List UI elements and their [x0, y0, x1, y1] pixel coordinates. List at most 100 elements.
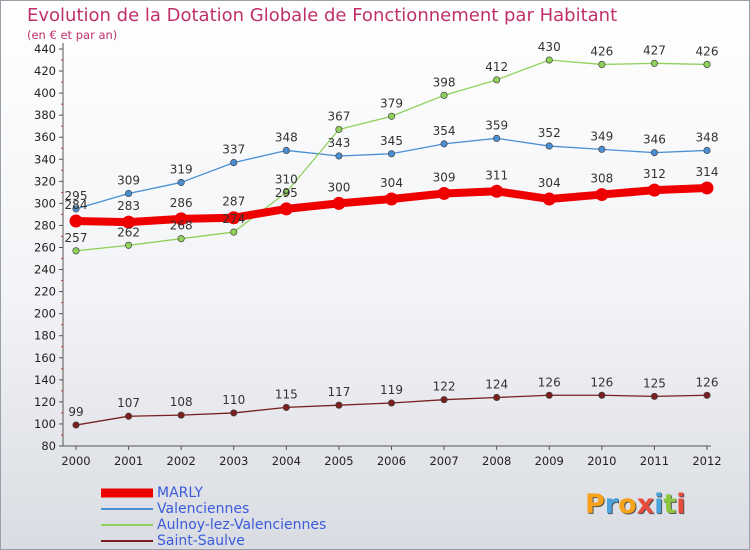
data-point — [493, 76, 501, 84]
data-point — [647, 183, 661, 197]
data-point — [230, 228, 238, 236]
data-label: 359 — [485, 118, 508, 132]
data-point — [387, 150, 396, 158]
y-tick-label: 380 — [34, 108, 56, 122]
data-label: 110 — [222, 393, 245, 407]
logo-letter: i — [676, 489, 686, 520]
data-label: 311 — [485, 168, 508, 182]
data-point — [650, 392, 658, 400]
data-point — [282, 403, 290, 411]
y-tick-label: 320 — [34, 174, 56, 188]
data-point — [177, 178, 185, 186]
y-tick-label: 100 — [34, 417, 56, 431]
data-label: 348 — [696, 130, 719, 144]
legend-label: Valenciennes — [157, 501, 250, 517]
data-label: 117 — [327, 385, 350, 399]
y-tick-label: 280 — [34, 218, 56, 232]
data-label: 283 — [117, 199, 140, 213]
data-label: 286 — [170, 196, 193, 210]
data-point — [545, 142, 553, 150]
y-tick-label: 440 — [34, 42, 56, 56]
logo-letter: x — [636, 489, 655, 520]
data-label: 126 — [696, 375, 719, 389]
data-label: 398 — [433, 75, 456, 89]
data-point — [122, 215, 136, 229]
data-label: 412 — [485, 60, 508, 74]
data-point — [72, 247, 80, 255]
data-point — [387, 112, 396, 120]
data-point — [440, 140, 448, 148]
y-tick-label: 180 — [34, 329, 56, 343]
logo-letter: t — [663, 489, 677, 520]
data-label: 345 — [380, 134, 403, 148]
legend-item: MARLY — [101, 485, 361, 501]
data-label: 367 — [327, 110, 350, 124]
data-label: 126 — [538, 375, 561, 389]
proxiti-logo: Proxiti — [585, 489, 686, 520]
data-point — [230, 159, 238, 167]
data-point — [69, 214, 83, 228]
data-point — [335, 152, 343, 160]
y-tick-label: 140 — [34, 373, 56, 387]
data-point — [279, 202, 293, 216]
data-point — [545, 56, 553, 64]
legend-label: MARLY — [157, 485, 203, 501]
x-tick-label: 2009 — [535, 454, 564, 468]
x-tick-label: 2005 — [324, 454, 353, 468]
x-tick-label: 2003 — [219, 454, 248, 468]
data-label: 268 — [170, 219, 193, 233]
data-label: 337 — [222, 143, 245, 157]
data-point — [598, 145, 606, 153]
data-label: 312 — [643, 167, 666, 181]
data-point — [595, 188, 609, 202]
data-label: 343 — [327, 136, 350, 150]
legend-item: Aulnoy-lez-Valenciennes — [101, 517, 361, 533]
data-label: 309 — [117, 173, 140, 187]
y-tick-label: 360 — [34, 130, 56, 144]
data-point — [545, 391, 553, 399]
y-tick-label: 340 — [34, 152, 56, 166]
data-label: 379 — [380, 96, 403, 110]
data-label: 99 — [68, 405, 83, 419]
y-tick-label: 260 — [34, 241, 56, 255]
data-point — [174, 212, 188, 226]
y-tick-label: 220 — [34, 285, 56, 299]
data-label: 287 — [222, 195, 245, 209]
data-point — [125, 412, 133, 420]
data-label: 124 — [485, 377, 508, 391]
logo-letter: P — [585, 489, 605, 520]
data-label: 262 — [117, 225, 140, 239]
data-label: 304 — [538, 176, 561, 190]
legend-swatch — [101, 540, 153, 542]
data-point — [490, 184, 504, 198]
data-label: 352 — [538, 126, 561, 140]
legend-label: Saint-Saulve — [157, 533, 245, 549]
legend-label: Aulnoy-lez-Valenciennes — [157, 517, 327, 533]
y-tick-label: 400 — [34, 86, 56, 100]
data-point — [72, 205, 80, 213]
data-label: 426 — [696, 44, 719, 58]
data-label: 295 — [65, 189, 88, 203]
data-point — [598, 60, 606, 68]
data-point — [437, 186, 451, 200]
data-label: 300 — [327, 180, 350, 194]
data-point — [598, 391, 606, 399]
data-label: 284 — [65, 198, 88, 212]
data-point — [282, 188, 290, 196]
data-point — [703, 60, 711, 68]
data-point — [177, 235, 185, 243]
y-tick-label: 120 — [34, 395, 56, 409]
data-label: 115 — [275, 387, 298, 401]
data-label: 319 — [170, 162, 193, 176]
data-label: 108 — [170, 395, 193, 409]
data-label: 295 — [275, 186, 298, 200]
data-label: 430 — [538, 40, 561, 54]
data-point — [542, 192, 556, 206]
data-label: 348 — [275, 130, 298, 144]
data-label: 107 — [117, 396, 140, 410]
x-tick-label: 2001 — [114, 454, 143, 468]
x-tick-label: 2007 — [429, 454, 458, 468]
data-point — [650, 59, 658, 67]
